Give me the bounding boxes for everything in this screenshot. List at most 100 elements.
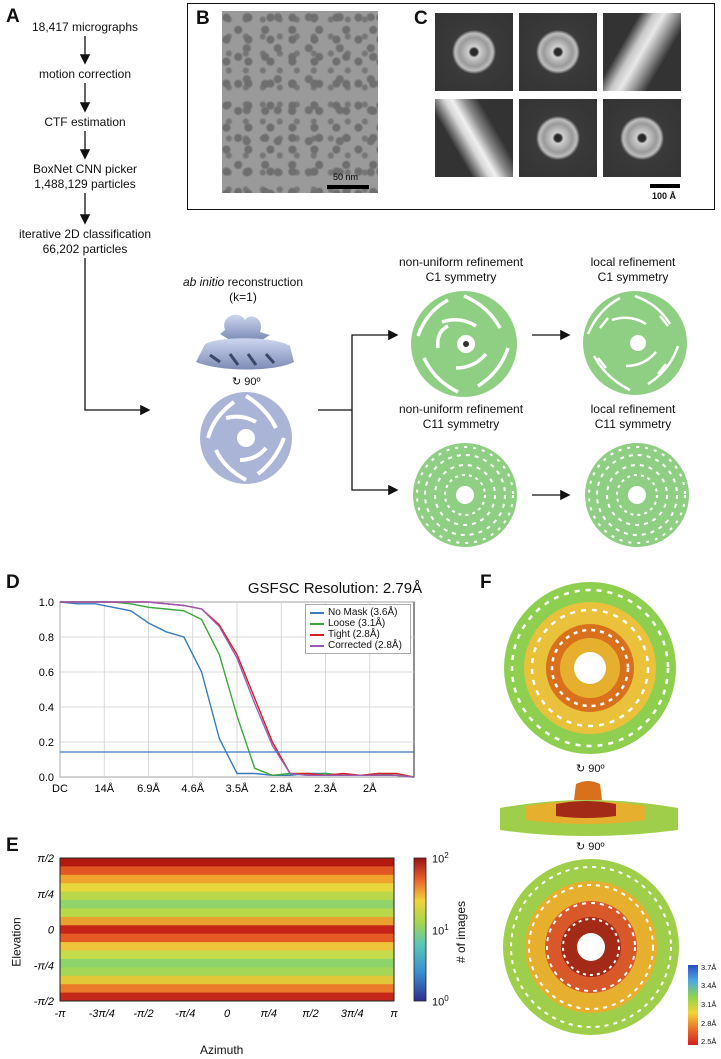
rotate-icon-2: ↻: [576, 841, 586, 853]
azimuth-tick: -π/4: [175, 1008, 195, 1020]
heatmap-band: [60, 858, 394, 867]
heatmap-band: [60, 942, 394, 952]
local-res-scale-4: 2.5Å: [701, 1037, 717, 1046]
local-res-scale-2: 3.1Å: [701, 1000, 717, 1009]
local-c11-title: local refinement: [590, 402, 676, 416]
nu-c11-map: [413, 443, 517, 547]
rotate-icon-1: ↻: [576, 763, 586, 775]
abinitio-rotation-label: 90º: [244, 376, 261, 388]
fsc-legend: No Mask (3.6Å) Loose (3.1Å) Tight (2.8Å)…: [305, 604, 411, 654]
colorbar-tick-bottom: 100: [432, 994, 449, 1009]
class-5: [519, 99, 597, 177]
fsc-series-line-3: [60, 601, 415, 778]
classes-scalebar: [650, 184, 680, 188]
class-6: [603, 99, 681, 177]
colorbar-label: # of images: [454, 900, 469, 964]
heatmap-band: [60, 984, 394, 994]
local-res-scale-1: 3.4Å: [701, 981, 717, 990]
workflow-arrows: [79, 36, 571, 501]
nu-c11-title: non-uniform refinement: [398, 402, 524, 416]
heatmap-band: [60, 891, 394, 901]
elevation-tick: -π/4: [34, 960, 54, 972]
workflow-step-ctf: CTF estimation: [44, 115, 126, 129]
workflow-step-boxnet: BoxNet CNN picker 1,488,129 particles: [0, 162, 170, 192]
workflow-step-micrographs: 18,417 micrographs: [31, 20, 139, 34]
abinitio-label: ab initio reconstruction (k=1): [163, 275, 323, 305]
legend-label-0: No Mask (3.6Å): [328, 607, 398, 618]
fsc-xtick: 6.9Å: [137, 782, 160, 795]
panel-label-c: C: [414, 8, 428, 29]
local-c1-sym: C1 symmetry: [597, 270, 669, 284]
colorbar-tick-bottom-base: 10: [432, 996, 445, 1009]
local-res-bottom-view: [503, 859, 679, 1035]
fsc-ytick: 0.8: [39, 632, 54, 644]
local-res-rotation-1-label: 90º: [588, 763, 605, 775]
nu-c1-title: non-uniform refinement: [398, 255, 524, 269]
panel-label-a: A: [6, 6, 20, 27]
heatmap-band: [60, 916, 394, 926]
orientation-heatmap: π/2 π/4 0 -π/4 -π/2 -π -3π/4 -π/2 -π/4 0 π/4 π/2 3π…: [34, 853, 427, 1020]
fsc-ytick: 0.6: [39, 667, 54, 679]
legend-item-3: Corrected (2.8Å): [310, 640, 406, 651]
azimuth-label: Azimuth: [200, 1043, 244, 1057]
local-res-rotation-2: ↻ 90º: [576, 840, 605, 853]
class-2: [519, 13, 597, 91]
azimuth-tick: π/4: [260, 1008, 277, 1020]
arrow-branch-up: [351, 329, 399, 410]
boxnet-label: BoxNet CNN picker: [32, 162, 138, 176]
heatmap-band: [60, 883, 394, 893]
arrow-5: [84, 258, 151, 416]
class-4: [435, 99, 513, 177]
colorbar-tick-top-base: 10: [432, 853, 445, 866]
heatmap-band: [60, 992, 394, 1002]
fsc-xtick: 2.3Å: [314, 782, 337, 795]
elevation-tick: 0: [48, 925, 55, 937]
legend-item-1: Loose (3.1Å): [310, 618, 406, 629]
azimuth-tick: -π: [54, 1008, 66, 1020]
micrograph-box: [187, 3, 715, 210]
heatmap-band: [60, 958, 394, 968]
local-c11-sym: C11 symmetry: [594, 417, 672, 431]
legend-label-3: Corrected (2.8Å): [328, 640, 402, 651]
heatmap-band: [60, 975, 394, 985]
nu-c11-sym: C11 symmetry: [422, 417, 500, 431]
colorbar-tick-mid-exp: 1: [444, 923, 449, 932]
nu-c1-map: [411, 291, 517, 397]
micrograph-scalebar-label: 50 nm: [333, 172, 359, 182]
abinitio-italic: ab initio: [182, 275, 225, 289]
nu-c1-label: non-uniform refinement C1 symmetry: [381, 255, 541, 285]
local-c11-label: local refinement C11 symmetry: [553, 402, 713, 432]
abinitio-k: (k=1): [229, 290, 257, 304]
local-c1-title: local refinement: [590, 255, 676, 269]
azimuth-tick: 0: [224, 1008, 231, 1020]
azimuth-tick: π: [390, 1008, 398, 1020]
fsc-xtick: DC: [52, 783, 68, 795]
fsc-xtick: 3.5Å: [226, 782, 249, 795]
colorbar-tick-bottom-exp: 0: [444, 994, 449, 1003]
micrograph-image: [222, 11, 378, 193]
legend-item-2: Tight (2.8Å): [310, 629, 406, 640]
local-res-side-view: [500, 781, 678, 836]
nu-c11-label: non-uniform refinement C11 symmetry: [381, 402, 541, 432]
classification-label: iterative 2D classification: [18, 227, 152, 241]
fsc-ytick: 0.2: [39, 737, 54, 749]
fsc-ytick: 0.0: [39, 772, 54, 784]
fsc-title: GSFSC Resolution: 2.79Å: [247, 580, 423, 597]
fsc-ytick: 0.4: [39, 702, 54, 714]
colorbar-tick-mid-base: 10: [432, 925, 445, 938]
heatmap-band: [60, 866, 394, 876]
micrograph-scalebar: [327, 185, 369, 189]
heatmap-band: [60, 933, 394, 943]
local-res-rotation-2-label: 90º: [588, 841, 605, 853]
workflow-step-motion-correction: motion correction: [38, 67, 132, 81]
local-c1-label: local refinement C1 symmetry: [553, 255, 713, 285]
abinitio-side-view: [196, 314, 294, 370]
colorbar-tick-mid: 101: [432, 923, 449, 938]
legend-label-1: Loose (3.1Å): [328, 618, 386, 629]
legend-label-2: Tight (2.8Å): [328, 629, 380, 640]
local-c11-map: [585, 443, 689, 547]
local-c1-map: [583, 291, 687, 395]
azimuth-tick: 3π/4: [341, 1008, 364, 1020]
arrow-branch-down: [351, 410, 399, 496]
nu-c1-sym: C1 symmetry: [425, 270, 497, 284]
